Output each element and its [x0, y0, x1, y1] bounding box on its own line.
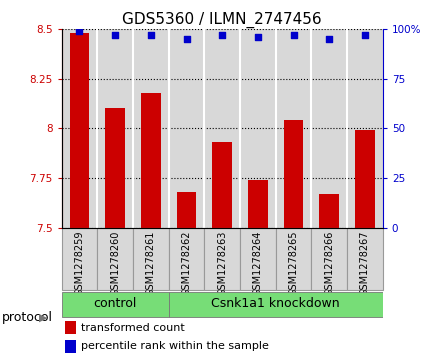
Text: transformed count: transformed count [81, 323, 185, 333]
Bar [355, 130, 375, 228]
Bar [62, 291, 169, 317]
Point [254, 34, 261, 40]
Point [147, 32, 154, 38]
Text: percentile rank within the sample: percentile rank within the sample [81, 342, 269, 351]
Bar [169, 291, 383, 317]
Point [290, 32, 297, 38]
Bar [319, 194, 339, 228]
Text: GSM1278261: GSM1278261 [146, 231, 156, 296]
Bar [213, 142, 232, 228]
Bar [141, 93, 161, 228]
Point [183, 36, 190, 42]
Text: GSM1278259: GSM1278259 [74, 231, 84, 296]
Text: protocol: protocol [2, 311, 53, 324]
Bar [70, 33, 89, 228]
Bar [105, 109, 125, 228]
Bar [133, 228, 169, 290]
Point [219, 32, 226, 38]
Text: GSM1278267: GSM1278267 [360, 231, 370, 296]
Text: GSM1278260: GSM1278260 [110, 231, 120, 296]
Bar [169, 228, 204, 290]
Bar [347, 228, 383, 290]
Bar [312, 228, 347, 290]
Title: GDS5360 / ILMN_2747456: GDS5360 / ILMN_2747456 [122, 12, 322, 28]
Bar [248, 180, 268, 228]
Text: GSM1278265: GSM1278265 [289, 231, 299, 296]
Bar [65, 340, 76, 353]
Text: GSM1278263: GSM1278263 [217, 231, 227, 296]
Text: Csnk1a1 knockdown: Csnk1a1 knockdown [212, 297, 340, 310]
Text: GSM1278266: GSM1278266 [324, 231, 334, 296]
Text: ▶: ▶ [39, 313, 47, 323]
Bar [276, 228, 312, 290]
Bar [62, 228, 97, 290]
Bar [65, 321, 76, 334]
Bar [240, 228, 276, 290]
Bar [97, 228, 133, 290]
Text: GSM1278262: GSM1278262 [182, 231, 191, 296]
Text: control: control [93, 297, 137, 310]
Point [112, 32, 119, 38]
Bar [284, 121, 304, 228]
Point [326, 36, 333, 42]
Point [76, 28, 83, 34]
Text: GSM1278264: GSM1278264 [253, 231, 263, 296]
Bar [204, 228, 240, 290]
Point [361, 32, 368, 38]
Bar [177, 192, 196, 228]
